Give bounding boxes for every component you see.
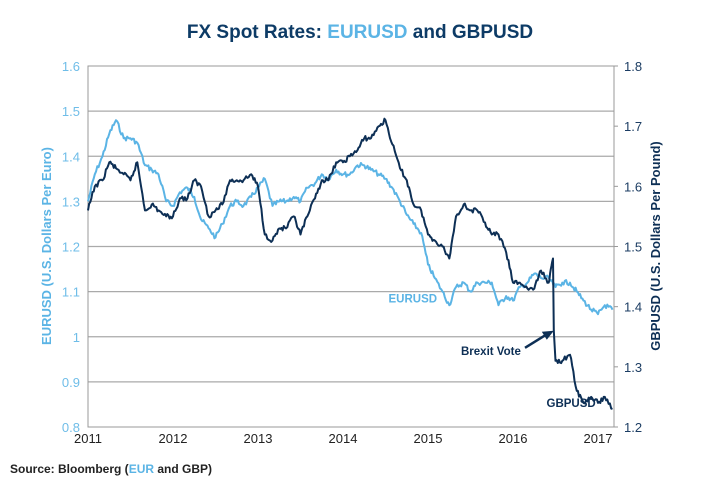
y-tick-right: 1.4 xyxy=(624,300,642,315)
x-tick: 2012 xyxy=(159,431,188,446)
y-tick-left: 0.9 xyxy=(62,375,80,390)
y-tick-left: 1.6 xyxy=(62,59,80,74)
x-tick: 2016 xyxy=(499,431,528,446)
chart-title: FX Spot Rates: EURUSD and GBPUSD xyxy=(0,22,720,44)
source-eur: EUR xyxy=(128,462,155,476)
series-line-gbpusd xyxy=(87,117,613,410)
y-tick-left: 1.1 xyxy=(62,285,80,300)
y-tick-left: 0.8 xyxy=(62,420,80,435)
y-tick-right: 1.5 xyxy=(624,240,642,255)
brexit-arrow-line xyxy=(524,332,549,349)
series-line-eurusd xyxy=(87,119,614,316)
gridlines xyxy=(88,110,614,383)
x-tick: 2014 xyxy=(329,431,358,446)
source-suffix: and GBP) xyxy=(154,462,213,476)
annotation-brexit-vote: Brexit Vote xyxy=(461,346,521,358)
y-tick-left: 1.2 xyxy=(62,240,80,255)
brexit-arrow-head xyxy=(541,330,554,340)
chart-title-prefix: FX Spot Rates: xyxy=(186,22,328,43)
annotation-eurusd: EURUSD xyxy=(389,293,438,305)
tick-labels: 1.6 1.5 1.4 1.3 1.2 1.1 1 0.9 0.8 1.8 1.7 1.6 1.5 1.4… xyxy=(62,59,642,446)
source-note: Source: Bloomberg (EUR and GBP) xyxy=(10,462,212,476)
y-tick-left: 1.5 xyxy=(62,104,80,119)
chart-title-eurusd: EURUSD xyxy=(327,22,408,43)
x-tick: 2017 xyxy=(584,431,613,446)
x-tick: 2011 xyxy=(74,431,102,446)
y-axis-label-left: EURUSD (U.S. Dollars Per Euro) xyxy=(39,147,54,345)
y-tick-left: 1 xyxy=(73,330,80,345)
y-tick-right: 1.7 xyxy=(624,119,642,134)
y-axis-label-right: GBPUSD (U.S. Dollars Per Pound) xyxy=(648,141,663,350)
chart-title-suffix: and GBPUSD xyxy=(407,22,534,43)
y-tick-right: 1.3 xyxy=(624,360,642,375)
x-tick: 2015 xyxy=(414,431,443,446)
y-tick-right: 1.2 xyxy=(624,420,642,435)
annotations: EURUSD Brexit Vote GBPUSD xyxy=(389,293,596,410)
y-tick-left: 1.4 xyxy=(62,149,80,164)
annotation-gbpusd: GBPUSD xyxy=(547,398,596,410)
series-group xyxy=(87,117,614,410)
y-tick-right: 1.6 xyxy=(624,179,642,194)
y-tick-right: 1.8 xyxy=(624,59,642,74)
x-tick: 2013 xyxy=(244,431,273,446)
y-tick-left: 1.3 xyxy=(62,194,80,209)
source-prefix: Source: Bloomberg ( xyxy=(10,462,129,476)
